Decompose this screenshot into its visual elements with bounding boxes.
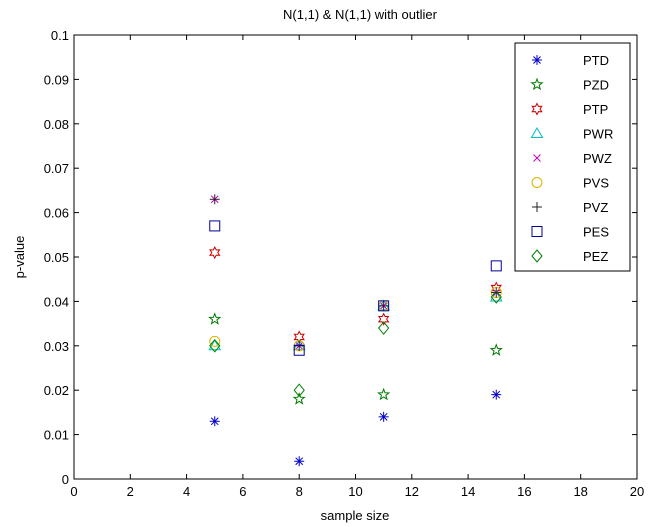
x-tick-label: 4 — [183, 484, 190, 499]
data-points — [208, 194, 503, 467]
legend-marker-pwr — [530, 127, 544, 138]
y-tick-label: 0.08 — [44, 117, 69, 132]
point-pes — [490, 260, 502, 272]
point-pes — [378, 300, 390, 312]
y-tick-label: 0.05 — [44, 250, 69, 265]
y-tick-label: 0.03 — [44, 339, 69, 354]
x-tick-label: 14 — [461, 484, 475, 499]
x-tick-label: 8 — [296, 484, 303, 499]
point-ptd — [294, 456, 305, 467]
legend-label-ptp: PTP — [583, 102, 608, 117]
point-pvz — [378, 300, 389, 311]
point-pvs — [209, 335, 221, 347]
x-tick-label: 12 — [405, 484, 419, 499]
legend-label-pzd: PZD — [583, 78, 609, 93]
x-axis-label: sample size — [321, 508, 390, 523]
y-tick-label: 0.1 — [51, 28, 69, 43]
legend-label-pvs: PVS — [583, 176, 609, 191]
legend-label-pes: PES — [583, 225, 609, 240]
legend-marker-pzd — [530, 77, 544, 91]
legend-marker-pvz — [532, 202, 542, 212]
legend-label-pez: PEZ — [583, 249, 608, 264]
x-tick-label: 0 — [70, 484, 77, 499]
y-tick-label: 0.02 — [44, 383, 69, 398]
legend-marker-pwz — [533, 154, 541, 162]
point-pez — [293, 383, 305, 397]
point-ptd — [491, 389, 502, 400]
legend-marker-pes — [531, 226, 543, 237]
point-pzd — [208, 312, 222, 325]
legend-marker-ptd — [532, 55, 542, 65]
point-ptp — [377, 312, 390, 326]
legend-marker-pez — [531, 249, 543, 263]
point-ptd — [209, 416, 220, 427]
y-tick-label: 0.06 — [44, 206, 69, 221]
x-tick-label: 10 — [348, 484, 362, 499]
legend-label-pwz: PWZ — [583, 151, 612, 166]
legend-marker-ptp — [531, 102, 543, 116]
y-tick-label: 0 — [62, 472, 69, 487]
point-pes — [209, 220, 221, 232]
point-pez — [377, 321, 390, 335]
chart-title: N(1,1) & N(1,1) with outlier — [283, 7, 438, 22]
legend-label-pvz: PVZ — [583, 200, 608, 215]
point-pzd — [489, 343, 503, 356]
point-pez — [490, 290, 502, 304]
point-pzd — [292, 392, 306, 405]
legend: PTD PZD PTP PWR PWZ PVS PVZ PES PEZ — [514, 42, 631, 272]
point-pes — [293, 344, 305, 356]
y-tick-label: 0.01 — [44, 428, 69, 443]
x-tick-label: 16 — [517, 484, 531, 499]
point-ptd — [378, 411, 389, 422]
point-pvz — [491, 287, 502, 298]
point-pez — [209, 339, 221, 353]
y-tick-label: 0.04 — [44, 294, 69, 309]
x-tick-label: 2 — [127, 484, 134, 499]
legend-marker-pvs — [531, 177, 543, 188]
point-pzd — [377, 387, 391, 401]
y-tick-label: 0.09 — [44, 72, 69, 87]
y-axis-label: p-value — [12, 236, 27, 279]
point-pvz — [294, 340, 305, 351]
x-tick-label: 18 — [573, 484, 587, 499]
point-pvz — [209, 194, 220, 205]
legend-label-pwr: PWR — [583, 127, 613, 142]
legend-box — [514, 42, 631, 272]
axis-ticks: 0 2 4 6 8 10 12 14 16 18 20 0 0.01 0.02 0.03 0.04 0.05 0.… — [44, 28, 645, 499]
point-ptp — [209, 245, 221, 260]
x-tick-label: 6 — [239, 484, 246, 499]
x-tick-label: 20 — [630, 484, 644, 499]
y-tick-label: 0.07 — [44, 161, 69, 176]
legend-label-ptd: PTD — [583, 53, 609, 68]
